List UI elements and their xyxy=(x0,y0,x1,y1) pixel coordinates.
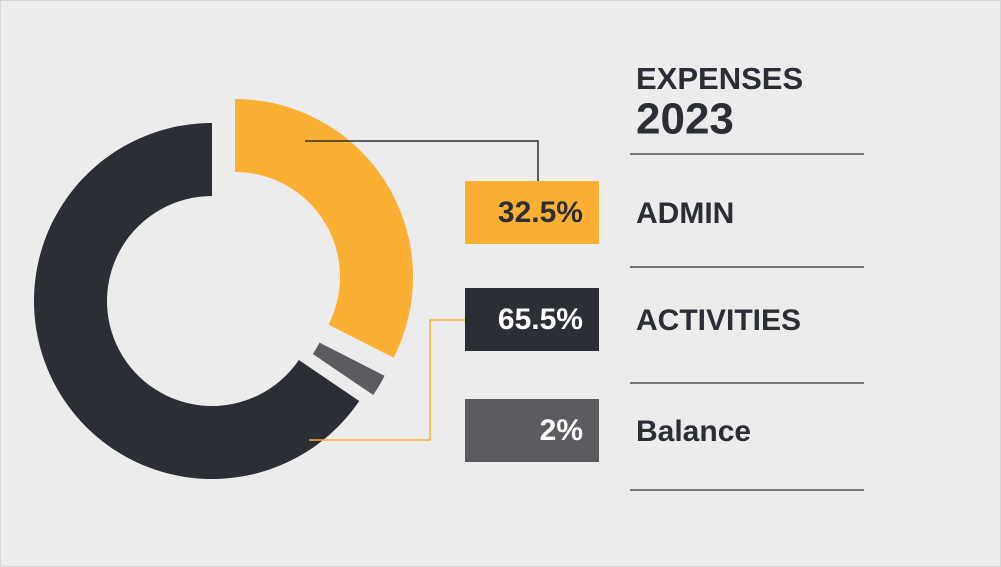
leader-line xyxy=(309,319,465,441)
value-label: 65.5% xyxy=(498,303,583,336)
dividers xyxy=(630,153,864,491)
chart-title: EXPENSES xyxy=(636,61,803,96)
chart-subtitle: 2023 xyxy=(636,95,734,144)
value-box xyxy=(465,399,599,462)
value-label: 32.5% xyxy=(498,196,583,229)
legend-label: ACTIVITIES xyxy=(636,304,801,337)
value-box xyxy=(465,181,599,244)
leader-line xyxy=(305,140,539,181)
legend-label: Balance xyxy=(636,415,751,448)
value-label: 2% xyxy=(540,414,583,447)
value-box xyxy=(465,288,599,351)
donut-segment xyxy=(34,123,360,479)
legend-label: ADMIN xyxy=(636,197,734,230)
donut-segment xyxy=(235,99,413,358)
donut-segment xyxy=(312,342,385,396)
